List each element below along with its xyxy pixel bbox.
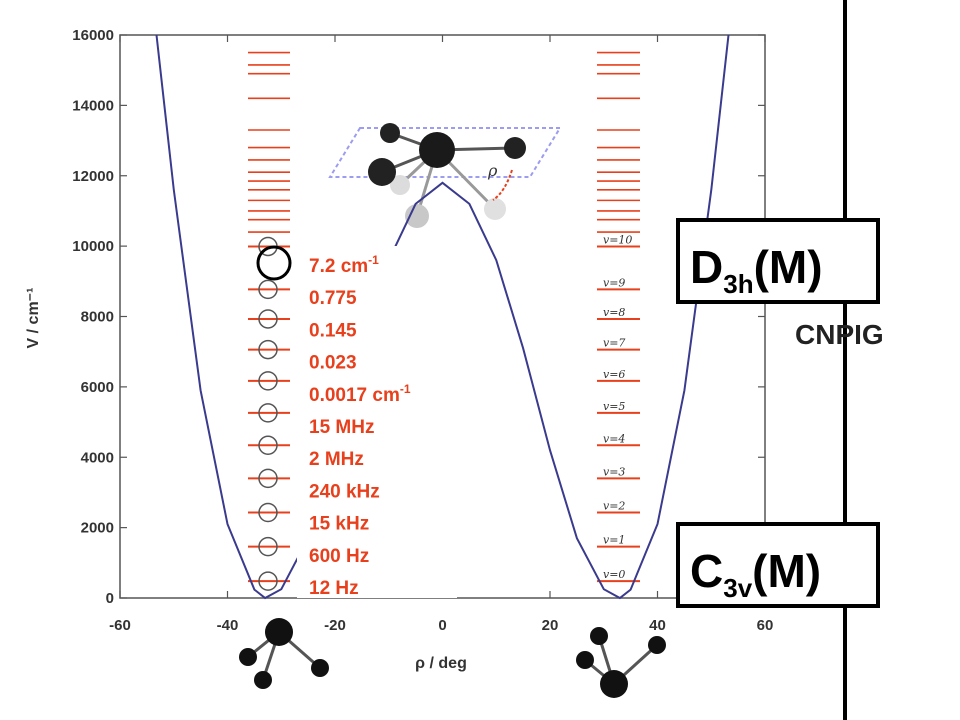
v-label: v=5 bbox=[603, 400, 625, 413]
splitting-value: 0.023 bbox=[309, 353, 357, 374]
level-circle bbox=[258, 502, 278, 523]
splitting-value: 2 MHz bbox=[309, 449, 364, 470]
splitting-value: 240 kHz bbox=[309, 481, 380, 502]
splitting-value: 0.775 bbox=[309, 288, 357, 309]
y-tick-label: 2000 bbox=[81, 520, 114, 537]
v-label: v=6 bbox=[603, 368, 625, 381]
level-circle bbox=[258, 536, 278, 557]
y-tick-label: 6000 bbox=[81, 379, 114, 396]
level-circle bbox=[258, 309, 278, 329]
d3h-label-box: D3h(M) bbox=[676, 218, 880, 304]
x-tick-label: 40 bbox=[649, 617, 666, 634]
left-pyramidal-molecule-icon bbox=[239, 618, 329, 689]
x-tick-label: 20 bbox=[542, 617, 559, 634]
svg-text:C3v(M): C3v(M) bbox=[690, 545, 821, 603]
y-axis-label: V / cm⁻¹ bbox=[25, 288, 42, 349]
v-label: v=4 bbox=[603, 432, 625, 445]
y-tick-label: 0 bbox=[106, 590, 114, 607]
c3v-label-box: C3v(M) bbox=[676, 522, 880, 608]
splitting-value: 12 Hz bbox=[309, 578, 359, 599]
y-tick-label: 14000 bbox=[72, 97, 114, 114]
y-tick-label: 16000 bbox=[72, 27, 114, 44]
v-label: v=7 bbox=[603, 337, 625, 350]
x-axis-label: ρ / deg bbox=[415, 655, 467, 672]
right-pyramidal-molecule-icon bbox=[576, 627, 666, 698]
upper-energy-levels bbox=[248, 51, 640, 233]
x-tick-labels: -60 -40 -20 0 20 40 60 bbox=[109, 617, 773, 634]
level-markers bbox=[258, 236, 278, 591]
splitting-value: 0.0017 cm-1 bbox=[309, 382, 411, 406]
level-circle bbox=[258, 403, 278, 423]
v-label: v=0 bbox=[603, 568, 625, 581]
y-tick-label: 8000 bbox=[81, 309, 114, 326]
x-tick-label: 0 bbox=[438, 617, 446, 634]
y-tick-label: 12000 bbox=[72, 168, 114, 185]
v-label: v=1 bbox=[603, 534, 625, 547]
x-tick-label: -40 bbox=[217, 617, 239, 634]
splitting-value: 7.2 cm-1 bbox=[309, 253, 379, 277]
splitting-value: 15 MHz bbox=[309, 417, 374, 438]
v-label: v=10 bbox=[603, 233, 632, 246]
svg-text:D3h(M): D3h(M) bbox=[690, 241, 823, 299]
tunneling-splitting-labels: 7.2 cm-1 0.775 0.145 0.023 0.0017 cm-1 15 MHz… bbox=[309, 253, 411, 599]
splitting-value: 15 kHz bbox=[309, 514, 369, 535]
cnpig-label: CNPIG bbox=[795, 319, 884, 350]
level-circle bbox=[258, 435, 278, 456]
level-circle bbox=[258, 371, 278, 391]
level-circle bbox=[258, 468, 278, 489]
x-tick-label: 60 bbox=[757, 617, 774, 634]
splitting-value: 0.145 bbox=[309, 320, 357, 341]
v-label: v=8 bbox=[603, 306, 625, 319]
vibrational-level-labels: v=0 v=1 v=2 v=3 v=4 v=5 v=6 v=7 v=8 v=9 v=10 bbox=[603, 233, 632, 581]
level-circle bbox=[258, 571, 278, 591]
x-tick-label: -60 bbox=[109, 617, 131, 634]
level-circle bbox=[258, 279, 278, 300]
x-tick-label: -20 bbox=[324, 617, 346, 634]
planar-molecule-icon: ρ bbox=[328, 123, 562, 228]
level-circle bbox=[258, 339, 278, 360]
v-label: v=3 bbox=[603, 465, 625, 478]
v-label: v=2 bbox=[603, 499, 625, 512]
y-tick-label: 10000 bbox=[72, 238, 114, 255]
potential-curve bbox=[155, 34, 730, 600]
v-label: v=9 bbox=[603, 276, 625, 289]
splitting-value: 600 Hz bbox=[309, 546, 369, 567]
svg-text:ρ: ρ bbox=[487, 161, 498, 180]
y-tick-label: 4000 bbox=[81, 449, 114, 466]
y-tick-labels: 0 2000 4000 6000 8000 10000 12000 14000 16000 bbox=[72, 27, 114, 607]
highlight-circle bbox=[256, 245, 292, 281]
splitting-panel bbox=[297, 246, 457, 598]
vibrational-levels bbox=[248, 245, 640, 583]
